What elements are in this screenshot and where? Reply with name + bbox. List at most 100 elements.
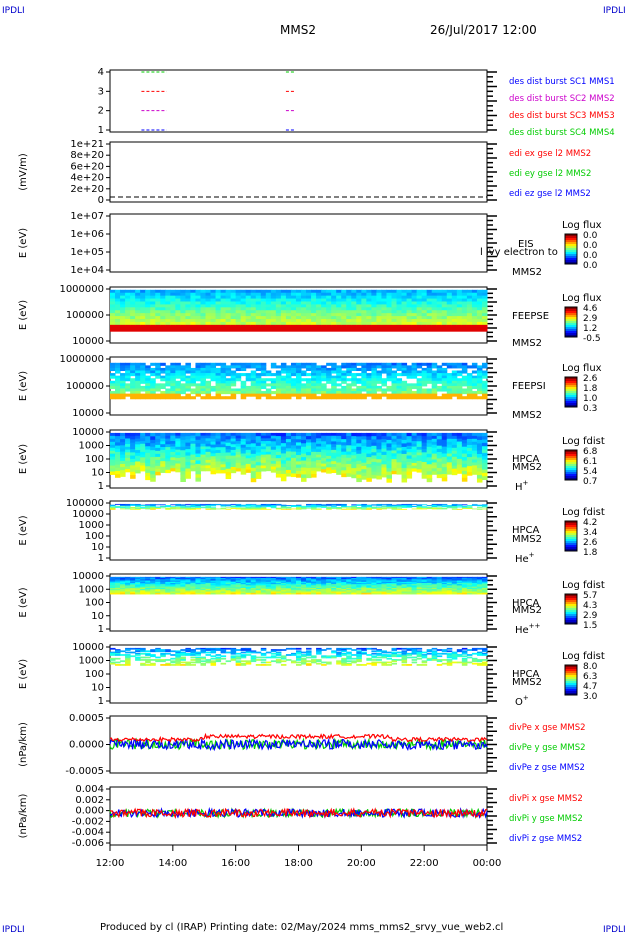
spectrogram-cell xyxy=(135,298,141,302)
spectrogram-cell xyxy=(150,310,156,314)
spectrogram-cell xyxy=(301,582,307,585)
y-axis-label: E (eV) xyxy=(18,587,29,617)
spectrogram-cell xyxy=(185,396,191,400)
spectrogram-cell xyxy=(461,584,468,586)
spectrogram-cell xyxy=(270,378,277,382)
spectrogram-cell xyxy=(451,582,458,585)
spectrogram-cell xyxy=(240,441,247,446)
instrument-name: HPCA xyxy=(512,669,540,680)
spectrogram-cell xyxy=(150,586,156,589)
spectrogram-cell xyxy=(396,383,403,387)
species-label: O+ xyxy=(515,694,529,708)
spectrogram-cell xyxy=(110,447,116,452)
spectrogram-cell xyxy=(376,375,382,379)
spectrogram-cell xyxy=(346,460,352,465)
spectrogram-cell xyxy=(200,391,207,395)
spectrogram-cell xyxy=(160,452,166,456)
spectrogram-cell xyxy=(135,373,141,377)
spectrogram-cell xyxy=(376,462,382,467)
spectrogram-cell xyxy=(471,304,478,308)
spectrogram-cell xyxy=(235,373,242,377)
spectrogram-cell xyxy=(446,507,453,509)
spectrogram-cell xyxy=(301,391,307,395)
spectrogram-cell xyxy=(411,446,418,450)
spectrogram-cell xyxy=(285,469,292,474)
spectrogram-cell xyxy=(120,324,126,329)
spectrogram-cell xyxy=(326,455,332,460)
spectrogram-cell xyxy=(155,507,161,509)
spectrogram-cell xyxy=(225,321,232,326)
spectrogram-cell xyxy=(476,310,483,314)
spectrogram-cell xyxy=(240,456,247,460)
spectrogram-cell xyxy=(306,587,312,590)
spectrogram-cell xyxy=(316,454,322,458)
spectrogram-cell xyxy=(115,439,121,443)
spectrogram-cell xyxy=(270,584,277,586)
spectrogram-cell xyxy=(225,465,232,470)
spectrogram-cell xyxy=(331,301,337,305)
spectrogram-cell xyxy=(190,313,196,317)
spectrogram-cell xyxy=(441,393,448,397)
spectrogram-cell xyxy=(110,591,116,594)
spectrogram-cell xyxy=(245,393,252,397)
spectrogram-cell xyxy=(431,370,438,374)
spectrogram-cell xyxy=(270,321,277,326)
spectrogram-cell xyxy=(240,579,247,582)
spectrogram-cell xyxy=(441,589,448,591)
spectrogram-cell xyxy=(326,378,332,382)
spectrogram-cell xyxy=(225,367,232,372)
colorbar-cell xyxy=(565,602,577,605)
spectrogram-cell xyxy=(306,592,312,595)
spectrogram-cell xyxy=(150,396,156,400)
spectrogram-cell xyxy=(175,289,181,294)
spectrogram-cell xyxy=(361,452,367,457)
y-tick-label: 8e+20 xyxy=(70,150,104,161)
spectrogram-cell xyxy=(316,391,322,395)
spectrogram-cell xyxy=(295,474,302,478)
spectrogram-cell xyxy=(426,393,433,397)
spectrogram-cell xyxy=(341,380,347,384)
spectrogram-cell xyxy=(361,505,367,507)
spectrogram-cell xyxy=(391,393,398,397)
spectrogram-cell xyxy=(240,578,247,580)
spectrogram-cell xyxy=(331,586,337,589)
spectrogram-cell xyxy=(336,301,342,305)
spectrogram-cell xyxy=(436,378,443,382)
spectrogram-cell xyxy=(361,578,367,580)
spectrogram-cell xyxy=(361,365,367,369)
spectrogram-cell xyxy=(295,584,302,586)
spectrogram-cell xyxy=(401,453,408,458)
spectrogram-cell xyxy=(351,310,357,314)
spectrogram-cell xyxy=(421,396,428,400)
spectrogram-cell xyxy=(401,388,408,392)
spectrogram-cell xyxy=(361,592,367,595)
spectrogram-cell xyxy=(406,292,413,297)
spectrogram-cell xyxy=(135,585,141,588)
spectrogram-cell xyxy=(426,310,433,314)
spectrogram-cell xyxy=(406,445,413,450)
spectrogram-cell xyxy=(361,388,367,392)
spectrogram-cell xyxy=(185,324,191,329)
spectrogram-cell xyxy=(406,307,413,311)
spectrogram-cell xyxy=(351,590,357,593)
spectrogram-cell xyxy=(190,292,196,297)
spectrogram-cell xyxy=(431,375,438,379)
spectrogram-cell xyxy=(270,449,277,454)
spectrogram-cell xyxy=(446,432,453,437)
spectrogram-cell xyxy=(416,378,423,382)
spectrogram-cell xyxy=(115,651,121,654)
spectrogram-cell xyxy=(200,441,207,445)
spectrogram-cell xyxy=(436,591,443,594)
spectrogram-cell xyxy=(326,373,332,377)
spectrogram-cell xyxy=(351,585,357,588)
spectrogram-cell xyxy=(456,310,463,314)
spectrogram-cell xyxy=(135,506,141,508)
spectrogram-cell xyxy=(336,367,342,372)
spectrogram-cell xyxy=(205,385,212,389)
spectrogram-cell xyxy=(110,587,116,590)
spectrogram-cell xyxy=(386,506,392,508)
spectrogram-cell xyxy=(250,467,257,472)
spectrogram-cell xyxy=(130,383,136,387)
spectrogram-cell xyxy=(481,295,488,300)
spectrogram-cell xyxy=(436,455,443,459)
